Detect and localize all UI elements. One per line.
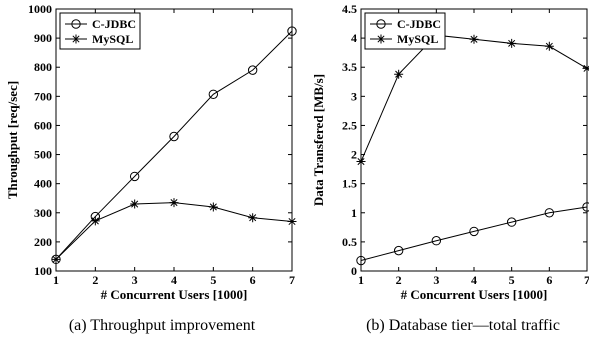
x-tick-label: 7: [289, 273, 295, 287]
x-axis-label: # Concurrent Users [1000]: [101, 287, 248, 302]
data-point: [129, 171, 140, 182]
legend-marker: [376, 19, 386, 29]
data-point: [431, 236, 442, 246]
data-point: [356, 255, 366, 266]
data-point: [287, 26, 297, 36]
series-mysql: [51, 198, 297, 264]
chart-panel-2: 1 2 3 4 5 6 7 0 0.5 1 1.5 2 2.5 3 3.5 4 4.5 # Concurrent …: [311, 2, 589, 334]
x-tick-label: 6: [546, 273, 552, 287]
legend-label: MySQL: [397, 32, 438, 46]
data-point: [469, 34, 479, 44]
x-tick-label: 2: [92, 273, 98, 287]
y-tick-label: 2.5: [342, 118, 357, 132]
chart-panel-1: 1 2 3 4 5 6 7 100 200 300 400 500 600 700 800 900 1000 # …: [5, 2, 297, 334]
y-tick-label: 2: [351, 148, 357, 162]
y-tick-label: 0.5: [342, 235, 357, 249]
data-point: [544, 41, 554, 51]
data-point: [507, 38, 517, 48]
legend-label: C-JDBC: [92, 17, 136, 31]
y-tick-label: 4.5: [342, 2, 357, 16]
data-point: [51, 254, 61, 264]
x-tick-label: 4: [171, 273, 177, 287]
data-point: [247, 65, 258, 75]
data-point: [394, 69, 404, 79]
data-point: [208, 202, 218, 212]
y-tick-label: 400: [34, 177, 52, 191]
data-point: [130, 199, 140, 209]
data-point: [248, 213, 258, 223]
legend-marker: [71, 34, 81, 44]
x-tick-label: 3: [132, 273, 138, 287]
legend-label: MySQL: [92, 32, 133, 46]
y-tick-label: 700: [34, 89, 52, 103]
x-tick-label: 5: [509, 273, 515, 287]
x-tick-label: 1: [53, 273, 59, 287]
series-mysql: [356, 30, 589, 167]
legend-box: [59, 12, 141, 50]
x-tick-label: 2: [396, 273, 402, 287]
y-tick-label: 300: [34, 206, 52, 220]
data-point: [393, 245, 404, 256]
data-point: [582, 63, 589, 73]
x-tick-label: 3: [433, 273, 439, 287]
series-c-jdbc: [356, 202, 589, 266]
series-line: [360, 34, 588, 162]
legend-marker: [71, 19, 81, 29]
y-tick-label: 1: [351, 206, 357, 220]
data-point: [90, 216, 100, 226]
data-point: [208, 89, 219, 99]
y-tick-label: 100: [34, 264, 52, 278]
data-point: [287, 217, 297, 227]
y-tick-label: 500: [34, 148, 52, 162]
y-tick-label: 3.5: [342, 60, 357, 74]
y-tick-label: 800: [34, 60, 52, 74]
y-tick-label: 200: [34, 235, 52, 249]
x-tick-label: 1: [358, 273, 364, 287]
y-tick-label: 1.5: [342, 177, 357, 191]
legend-box: [364, 12, 446, 50]
x-tick-label: 4: [471, 273, 477, 287]
figure-caption: (b) Database tier—total traffic: [366, 317, 560, 334]
data-point: [582, 202, 589, 212]
data-point: [506, 217, 517, 227]
data-point: [469, 226, 479, 237]
x-tick-label: 7: [584, 273, 589, 287]
y-tick-label: 1000: [28, 2, 52, 16]
y-axis-label: Data Transfered [MB/s]: [311, 74, 326, 206]
x-tick-label: 5: [210, 273, 216, 287]
y-tick-label: 600: [34, 118, 52, 132]
series-line: [55, 202, 293, 260]
y-tick-label: 0: [351, 264, 357, 278]
series-line: [360, 206, 588, 262]
x-axis-label: # Concurrent Users [1000]: [401, 287, 548, 302]
y-tick-label: 4: [351, 31, 357, 45]
y-axis-label: Throughput [req/sec]: [5, 81, 20, 199]
legend-label: C-JDBC: [397, 17, 441, 31]
x-tick-label: 6: [250, 273, 256, 287]
data-point: [169, 198, 179, 208]
y-tick-label: 900: [34, 31, 52, 45]
data-point: [544, 208, 555, 218]
figure-caption: (a) Throughput improvement: [69, 317, 256, 334]
data-point: [356, 157, 366, 167]
legend-marker: [376, 34, 386, 44]
y-tick-label: 3: [351, 89, 357, 103]
data-point: [169, 131, 179, 142]
